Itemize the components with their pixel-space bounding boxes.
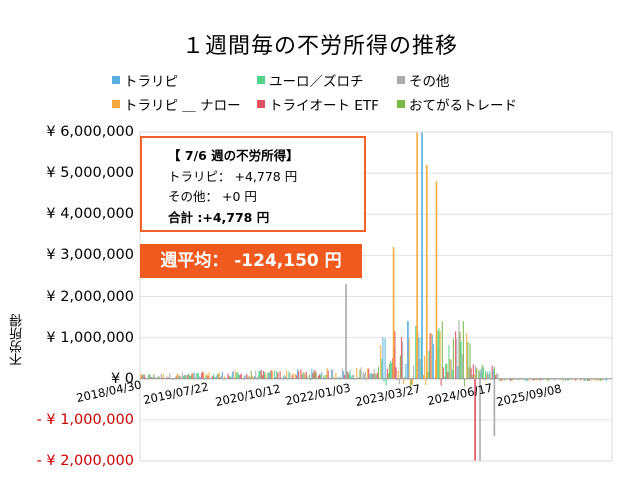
chart-title: １週間毎の不労所得の推移 (181, 34, 458, 59)
axes (139, 131, 613, 462)
y-tick-label: ¥ 5,000,000 (46, 165, 134, 181)
legend-item-other[interactable]: その他 (397, 70, 450, 90)
legend-swatch-euro-zloty (257, 76, 265, 84)
legend-item-otegaru-trade[interactable]: おてがるトレード (397, 94, 517, 114)
y-tick-label-negative: - ¥ 2,000,000 (36, 453, 134, 469)
y-tick-label: ¥ 0 (110, 371, 134, 387)
y-tick-label: ¥ 1,000,000 (46, 330, 134, 346)
y-tick-label: ¥ 3,000,000 (46, 247, 134, 263)
chart-legend: トラリピ ユーロ／ズロチ その他 トラリピ ＿ ナロー トライオート ETF お… (112, 70, 552, 114)
legend-label-euro-zloty: ユーロ／ズロチ (269, 74, 364, 90)
legend-label-torarip-narrow: トラリピ ＿ ナロー (124, 98, 241, 114)
legend-label-otegaru-trade: おてがるトレード (409, 98, 517, 114)
legend-swatch-torarip-narrow (112, 100, 120, 108)
y-tick-label-negative: - ¥ 1,000,000 (36, 412, 134, 428)
legend-item-torarip-narrow[interactable]: トラリピ ＿ ナロー (112, 94, 241, 114)
legend-item-triauto-etf[interactable]: トライオート ETF (257, 94, 379, 114)
legend-label-other: その他 (409, 74, 450, 90)
y-tick-label: ¥ 2,000,000 (46, 289, 134, 305)
plot-border (139, 131, 613, 462)
y-tick-label: ¥ 4,000,000 (46, 206, 134, 222)
weekly-average-badge: 週平均： -124,150 円 (140, 244, 362, 278)
legend-swatch-otegaru-trade (397, 100, 405, 108)
legend-swatch-triauto-etf (257, 100, 265, 108)
legend-label-triauto-etf: トライオート ETF (269, 98, 379, 114)
info-total: 合計 :+4,778 円 (168, 209, 270, 225)
info-other: その他： +0 円 (168, 189, 257, 204)
y-tick-label: ¥ 6,000,000 (46, 124, 134, 140)
weekly-info-box: 【 7/6 週の不労所得】 トラリピ： +4,778 円 その他： +0 円 合… (140, 136, 366, 232)
info-torarip: トラリピ： +4,778 円 (168, 168, 298, 184)
legend-swatch-other (397, 76, 405, 84)
legend-label-torarip: トラリピ (124, 74, 178, 90)
legend-swatch-torarip (112, 76, 120, 84)
legend-item-torarip[interactable]: トラリピ (112, 70, 178, 90)
info-heading: 【 7/6 週の不労所得】 (168, 148, 299, 163)
legend-item-euro-zloty[interactable]: ユーロ／ズロチ (257, 70, 364, 90)
